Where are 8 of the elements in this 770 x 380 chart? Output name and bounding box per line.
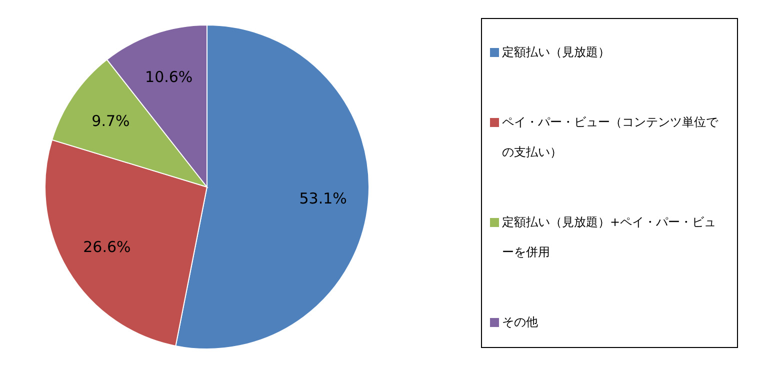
category-label: ペイ・パー・ビュー（コンテンツ単位での支払い） (502, 115, 718, 159)
category-label: 定額払い（見放題）+ペイ・パー・ビューを併用 (502, 215, 716, 259)
data-label: 53.1% (299, 189, 347, 208)
legend-label: その他 (502, 314, 538, 331)
data-label: 26.6% (83, 238, 131, 256)
data-label: 10.6% (145, 68, 193, 86)
data-label: 9.7% (92, 112, 130, 130)
legend-label: 定額払い（見放題） (502, 44, 610, 61)
